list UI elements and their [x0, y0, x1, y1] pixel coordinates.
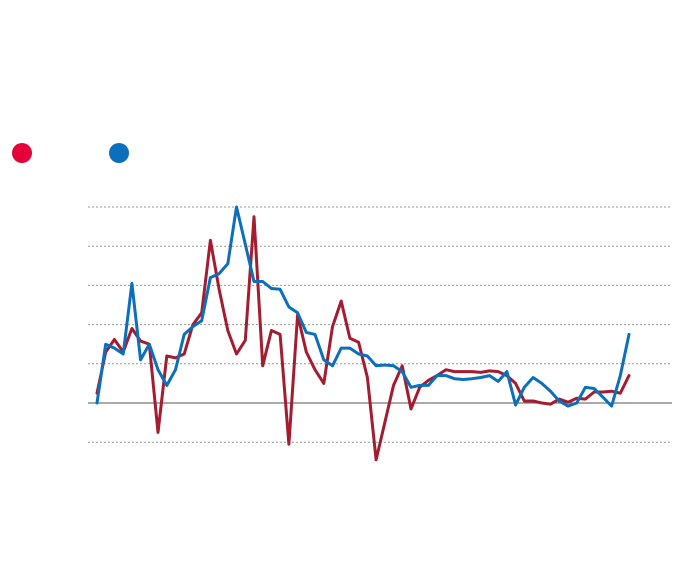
series-b-line: [95, 205, 631, 408]
legend-dot-series-b: [109, 143, 129, 163]
series-a-line: [95, 215, 631, 462]
series-lines: [95, 205, 631, 462]
legend-dot-series-a: [12, 143, 32, 163]
gridlines: [88, 206, 672, 443]
